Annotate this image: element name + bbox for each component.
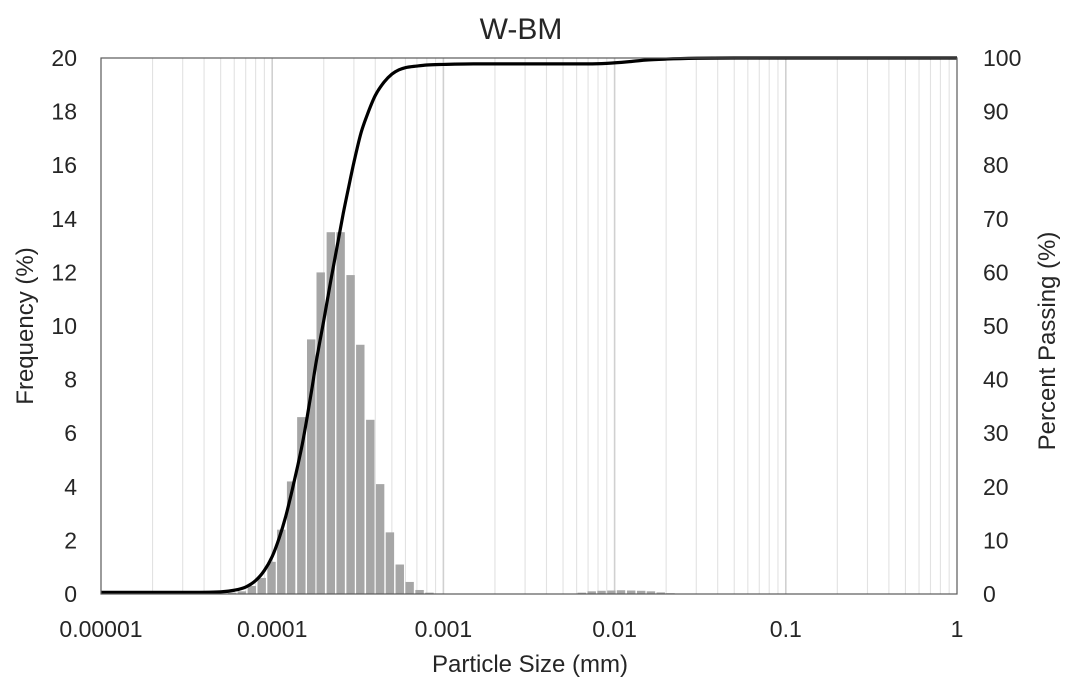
frequency-bar	[307, 339, 316, 594]
frequency-bar	[356, 344, 365, 594]
frequency-bar	[597, 590, 606, 594]
frequency-bar	[577, 592, 586, 594]
frequency-bar	[326, 232, 336, 594]
y-tick-label: 14	[51, 206, 77, 232]
y2-tick-label: 100	[983, 45, 1021, 71]
y-tick-label: 10	[51, 313, 77, 339]
y-axis-label: Frequency (%)	[12, 247, 39, 404]
grid-lines	[151, 58, 950, 594]
y2-axis-label: Percent Passing (%)	[1034, 232, 1061, 451]
y2-tick-label: 30	[983, 420, 1009, 446]
y2-tick-label: 70	[983, 206, 1009, 232]
plot-area	[100, 57, 958, 595]
frequency-bar	[227, 592, 237, 594]
x-tick-label: 0.001	[415, 616, 473, 642]
frequency-bar	[636, 590, 646, 594]
frequency-bar	[297, 417, 306, 594]
frequency-bar	[405, 581, 414, 594]
frequency-bar	[336, 232, 345, 594]
y2-tick-label: 10	[983, 527, 1009, 553]
frequency-bar	[385, 532, 395, 594]
frequency-bar	[626, 590, 636, 594]
y-tick-label: 4	[64, 474, 77, 500]
x-tick-label: 0.01	[592, 616, 637, 642]
frequency-bar	[587, 591, 596, 594]
y-tick-label: 8	[64, 367, 77, 393]
x-tick-label: 0.0001	[237, 616, 307, 642]
y-tick-label: 0	[64, 581, 77, 607]
frequency-bar	[277, 529, 286, 594]
percent-passing-line	[101, 56, 957, 594]
frequency-bar	[257, 577, 266, 594]
y2-tick-label: 20	[983, 474, 1009, 500]
frequency-bar	[425, 592, 434, 594]
y-tick-label: 18	[51, 99, 77, 125]
frequency-bar	[237, 591, 247, 594]
frequency-bar	[395, 564, 404, 594]
y2-tick-label: 40	[983, 367, 1009, 393]
y-tick-label: 12	[51, 259, 77, 285]
y2-tick-label: 80	[983, 152, 1009, 178]
y2-tick-label: 50	[983, 313, 1009, 339]
x-axis-label: Particle Size (mm)	[432, 651, 628, 678]
frequency-bar	[267, 561, 276, 594]
x-tick-label: 0.1	[770, 616, 802, 642]
y-tick-label: 16	[51, 152, 77, 178]
y2-tick-label: 0	[983, 581, 996, 607]
frequency-bars	[227, 232, 675, 594]
frequency-bar	[646, 591, 656, 594]
x-tick-label: 0.00001	[59, 616, 142, 642]
frequency-bar	[366, 419, 375, 594]
frequency-bar	[286, 481, 296, 594]
frequency-bar	[346, 275, 355, 594]
y-tick-label: 20	[51, 45, 77, 71]
tick-labels: 0.00001 0.0001 0.001 0.01 0.1 102468101214161…	[51, 45, 1021, 642]
frequency-bar	[607, 590, 616, 594]
frequency-bar	[247, 585, 257, 594]
y2-tick-label: 60	[983, 259, 1009, 285]
x-tick-label: 1	[951, 616, 964, 642]
frequency-bar	[656, 592, 665, 594]
frequency-bar	[375, 484, 385, 594]
frequency-bar	[415, 589, 424, 594]
chart-title: W-BM	[480, 13, 563, 46]
y-tick-label: 2	[64, 527, 77, 553]
frequency-bar	[616, 590, 626, 594]
y2-tick-label: 90	[983, 99, 1009, 125]
y-tick-label: 6	[64, 420, 77, 446]
frequency-bar	[316, 272, 325, 594]
